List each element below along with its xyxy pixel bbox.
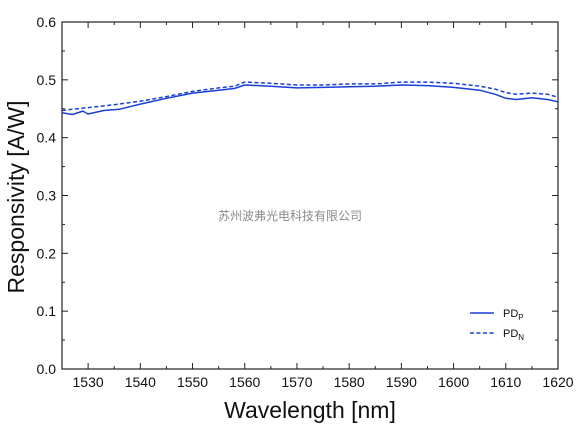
y-tick-label: 0.1 <box>37 303 57 319</box>
x-tick-label: 1540 <box>125 374 156 390</box>
legend-label-subscript: N <box>518 333 524 342</box>
x-tick-label: 1590 <box>386 374 417 390</box>
y-tick-label: 0.3 <box>37 188 57 204</box>
series-layer <box>61 81 559 116</box>
y-tick-label: 0.2 <box>37 245 57 261</box>
legend-label-main: PD <box>503 308 518 320</box>
axis-ticks: 1530 1540 1550 1560 1570 1580 1590 1600 1610 1620… <box>37 14 574 390</box>
x-tick-label: 1530 <box>73 374 104 390</box>
legend-label-main: PD <box>503 328 518 340</box>
y-axis-title: Responsivity [A/W] <box>3 101 29 294</box>
watermark-text: 苏州波弗光电科技有限公司 <box>218 209 362 223</box>
x-tick-label: 1560 <box>229 374 260 390</box>
x-tick-label: 1570 <box>281 374 312 390</box>
legend-label: PDP <box>503 308 524 322</box>
y-tick-label: 0.0 <box>37 361 57 377</box>
legend-label: PDN <box>503 328 524 342</box>
series-line-pd-p <box>61 84 559 116</box>
x-tick-label: 1610 <box>490 374 521 390</box>
x-tick-label: 1620 <box>542 374 573 390</box>
legend-label-subscript: P <box>518 313 523 322</box>
x-tick-label: 1550 <box>177 374 208 390</box>
y-tick-label: 0.5 <box>37 72 57 88</box>
x-axis-title: Wavelength [nm] <box>224 397 396 423</box>
series-line-pd-n <box>61 81 559 112</box>
x-tick-label: 1580 <box>334 374 365 390</box>
x-tick-label: 1600 <box>438 374 469 390</box>
y-tick-label: 0.6 <box>37 14 57 30</box>
y-tick-label: 0.4 <box>37 130 57 146</box>
